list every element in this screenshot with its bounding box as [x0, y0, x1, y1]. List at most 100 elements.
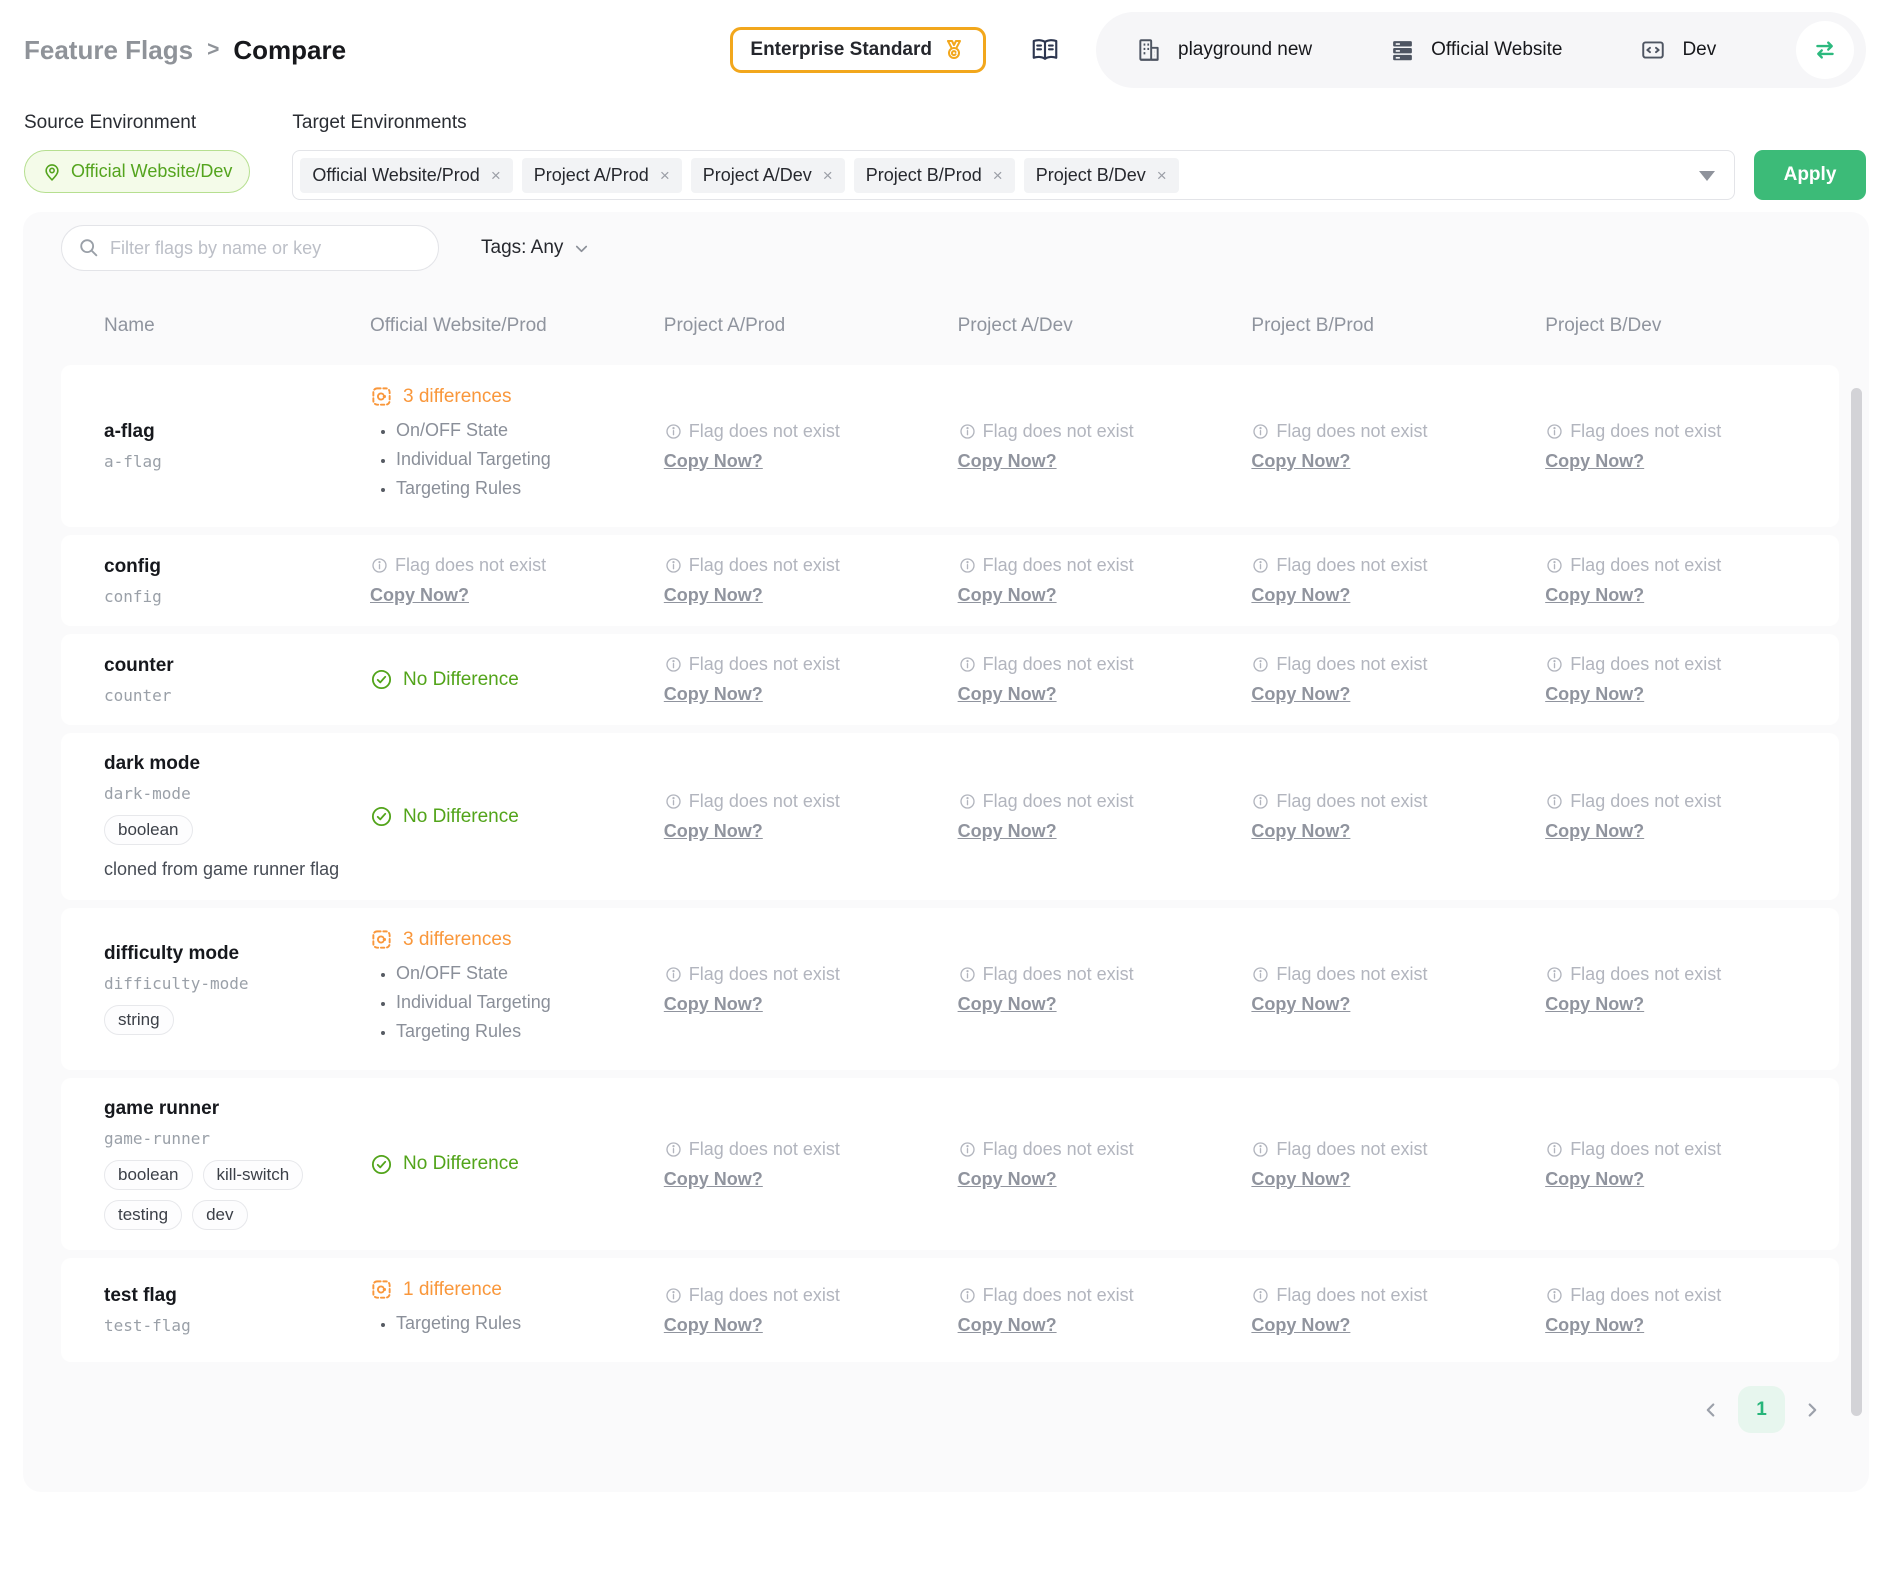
swap-environment-button[interactable]	[1796, 21, 1855, 79]
info-icon	[664, 1286, 683, 1305]
project-switcher[interactable]: Official Website	[1390, 38, 1562, 63]
info-icon	[1251, 1286, 1270, 1305]
missing-cell: Flag does not exist Copy Now?	[370, 555, 664, 606]
copy-now-link[interactable]: Copy Now?	[957, 585, 1057, 605]
flag-tags: boolean	[104, 815, 354, 845]
copy-now-link[interactable]: Copy Now?	[1251, 821, 1351, 841]
docs-book-icon[interactable]	[1030, 35, 1060, 65]
copy-now-link[interactable]: Copy Now?	[1545, 684, 1645, 704]
copy-now-link[interactable]: Copy Now?	[663, 993, 763, 1014]
copy-now-link[interactable]: Copy Now?	[663, 585, 763, 605]
copy-now-link[interactable]: Copy Now?	[663, 1314, 763, 1335]
copy-now-link[interactable]: Copy Now?	[663, 1168, 763, 1189]
flag-missing-text: Flag does not exist	[1570, 791, 1722, 811]
copy-now-link[interactable]: Copy Now?	[1251, 684, 1351, 704]
copy-now-link[interactable]: Copy Now?	[1251, 1168, 1351, 1189]
copy-now-link[interactable]: Copy Now?	[1251, 993, 1351, 1014]
plan-badge[interactable]: Enterprise Standard	[730, 27, 986, 73]
organization-switcher[interactable]: playground new	[1136, 37, 1312, 63]
vertical-scrollbar[interactable]	[1851, 388, 1862, 1416]
breadcrumb-feature-flags[interactable]: Feature Flags	[24, 34, 194, 65]
flag-missing-text: Flag does not exist	[688, 555, 840, 575]
flag-missing-status: Flag does not exist	[664, 654, 944, 675]
flag-missing-status: Flag does not exist	[664, 421, 944, 442]
copy-now-link[interactable]: Copy Now?	[1545, 1168, 1645, 1189]
copy-now-link[interactable]: Copy Now?	[957, 993, 1057, 1014]
copy-now-link[interactable]: Copy Now?	[663, 821, 763, 841]
flag-missing-text: Flag does not exist	[982, 555, 1134, 575]
copy-now-link[interactable]: Copy Now?	[1545, 993, 1645, 1014]
differences-list: On/OFF State Individual Targeting Targetin…	[376, 420, 650, 499]
missing-cell: Flag does not exist Copy Now?	[958, 791, 1252, 842]
flag-filter-input[interactable]	[61, 225, 439, 271]
copy-now-link[interactable]: Copy Now?	[957, 1168, 1057, 1189]
copy-now-link[interactable]: Copy Now?	[663, 684, 763, 704]
flag-missing-text: Flag does not exist	[982, 654, 1134, 674]
check-circle-icon	[370, 805, 393, 828]
copy-now-link[interactable]: Copy Now?	[957, 821, 1057, 841]
copy-now-link[interactable]: Copy Now?	[957, 1314, 1057, 1335]
environment-icon	[1640, 37, 1666, 63]
differences-count: 1 difference	[403, 1278, 502, 1300]
flag-missing-status: Flag does not exist	[664, 555, 944, 576]
copy-now-link[interactable]: Copy Now?	[1545, 450, 1645, 471]
difference-item: On/OFF State	[396, 420, 650, 441]
next-page-icon[interactable]	[1801, 1399, 1823, 1421]
missing-cell: Flag does not exist Copy Now?	[1545, 654, 1839, 705]
copy-now-link[interactable]: Copy Now?	[370, 585, 469, 605]
remove-target-icon[interactable]: ×	[490, 165, 501, 185]
diff-icon	[370, 928, 393, 951]
previous-page-icon[interactable]	[1700, 1399, 1722, 1421]
copy-now-link[interactable]: Copy Now?	[957, 450, 1057, 471]
copy-now-link[interactable]: Copy Now?	[1545, 821, 1645, 841]
remove-target-icon[interactable]: ×	[822, 165, 833, 185]
flag-missing-status: Flag does not exist	[664, 791, 944, 812]
flag-missing-text: Flag does not exist	[982, 1138, 1134, 1159]
source-environment-value[interactable]: Official Website/Dev	[24, 150, 251, 193]
difference-item: On/OFF State	[396, 963, 650, 984]
flag-missing-text: Flag does not exist	[982, 963, 1134, 984]
copy-now-link[interactable]: Copy Now?	[1545, 1314, 1645, 1335]
flag-name: difficulty mode	[104, 943, 240, 964]
flag-key: difficulty-mode	[104, 974, 249, 993]
missing-cell: Flag does not exist Copy Now?	[1251, 1285, 1545, 1336]
missing-cell: Flag does not exist Copy Now?	[958, 1139, 1252, 1190]
flag-missing-text: Flag does not exist	[395, 555, 547, 575]
environment-bar: Source Environment Official Website/Dev …	[0, 100, 1892, 200]
flag-tag: boolean	[104, 815, 193, 845]
flag-tag: boolean	[104, 1160, 193, 1190]
remove-target-icon[interactable]: ×	[1156, 165, 1167, 185]
copy-now-link[interactable]: Copy Now?	[1251, 450, 1351, 471]
copy-now-link[interactable]: Copy Now?	[663, 450, 763, 471]
page-number[interactable]: 1	[1738, 1386, 1785, 1433]
tags-filter[interactable]: Tags: Any	[481, 237, 591, 259]
flag-tag: kill-switch	[202, 1160, 304, 1190]
flag-key: a-flag	[104, 452, 162, 471]
apply-button[interactable]: Apply	[1754, 150, 1866, 200]
info-icon	[1545, 422, 1564, 441]
info-icon	[1251, 965, 1270, 984]
info-icon	[1251, 1140, 1270, 1159]
copy-now-link[interactable]: Copy Now?	[1545, 585, 1645, 605]
copy-now-link[interactable]: Copy Now?	[1251, 585, 1351, 605]
copy-now-link[interactable]: Copy Now?	[957, 684, 1057, 704]
target-select[interactable]: Official Website/Prod × Project A/Prod × Pro…	[292, 150, 1735, 200]
missing-cell: Flag does not exist Copy Now?	[1545, 555, 1839, 606]
environment-switcher[interactable]: Dev	[1640, 37, 1716, 63]
missing-cell: Flag does not exist Copy Now?	[664, 1285, 958, 1336]
flag-missing-text: Flag does not exist	[1570, 654, 1722, 674]
info-icon	[958, 655, 977, 674]
remove-target-icon[interactable]: ×	[659, 165, 670, 185]
copy-now-link[interactable]: Copy Now?	[1251, 1314, 1351, 1335]
flag-name-cell: config config	[61, 556, 370, 606]
diff-cell: 3 differences On/OFF State Individual Targ…	[370, 928, 664, 1050]
difference-item: Targeting Rules	[396, 1021, 650, 1042]
select-caret-icon[interactable]	[1699, 171, 1715, 181]
flag-missing-status: Flag does not exist	[1545, 555, 1825, 576]
difference-item: Individual Targeting	[396, 449, 650, 470]
flag-missing-text: Flag does not exist	[688, 791, 840, 811]
flag-missing-text: Flag does not exist	[1276, 1284, 1428, 1305]
flag-missing-text: Flag does not exist	[982, 1284, 1134, 1305]
remove-target-icon[interactable]: ×	[992, 165, 1003, 185]
missing-cell: Flag does not exist Copy Now?	[664, 791, 958, 842]
